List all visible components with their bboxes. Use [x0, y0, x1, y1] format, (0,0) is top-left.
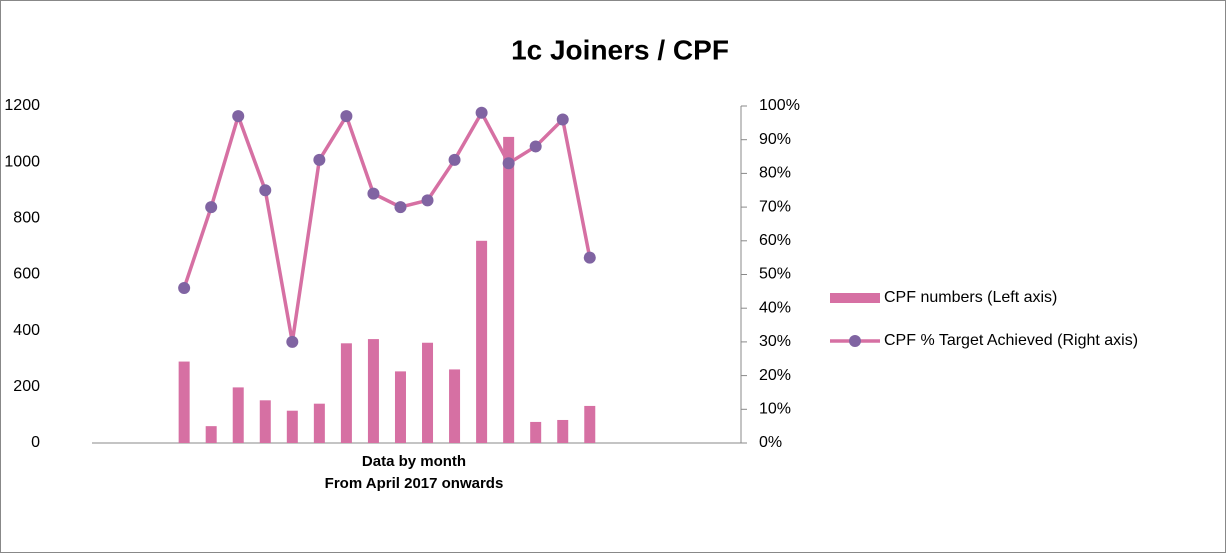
- legend-label: CPF numbers (Left axis): [884, 289, 1057, 306]
- marker: [529, 140, 542, 153]
- bar: [557, 419, 569, 443]
- bar: [394, 371, 406, 443]
- legend-marker: [849, 335, 861, 347]
- line: [182, 110, 592, 344]
- y2-tick-label: 70%: [759, 198, 791, 215]
- y-tick-label: 800: [13, 210, 40, 227]
- y2-tick-label: 30%: [759, 333, 791, 350]
- y-tick-label: 600: [13, 266, 40, 283]
- y2-tick-label: 80%: [759, 165, 791, 182]
- marker: [394, 201, 407, 214]
- marker: [448, 153, 461, 166]
- x-axis-label: From April 2017 onwards: [325, 475, 504, 492]
- y2-tick-label: 10%: [759, 401, 791, 418]
- bar: [476, 240, 488, 443]
- y2-tick-label: 40%: [759, 299, 791, 316]
- bar: [313, 403, 325, 443]
- bar: [232, 387, 244, 443]
- bar: [178, 361, 190, 443]
- y-tick-label: 200: [13, 378, 40, 395]
- marker: [205, 201, 218, 214]
- chart-title: 1c Joiners / CPF: [511, 34, 729, 65]
- marker: [502, 157, 515, 170]
- y2-tick-label: 90%: [759, 131, 791, 148]
- y2-tick-label: 100%: [759, 97, 800, 114]
- marker: [583, 251, 596, 264]
- marker: [475, 106, 488, 119]
- bar: [503, 136, 515, 443]
- y-tick-label: 0: [31, 434, 40, 451]
- bar: [286, 410, 298, 443]
- legend-swatch: [830, 293, 880, 303]
- legend-label: CPF % Target Achieved (Right axis): [884, 332, 1138, 349]
- bar: [530, 421, 542, 443]
- bar: [367, 339, 379, 443]
- bar: [449, 369, 461, 443]
- marker: [556, 113, 569, 126]
- y-tick-label: 400: [13, 322, 40, 339]
- y2-tick-label: 20%: [759, 367, 791, 384]
- y-tick-label: 1000: [4, 153, 40, 170]
- marker: [340, 110, 353, 123]
- bar: [422, 342, 434, 443]
- marker: [259, 184, 272, 197]
- bar: [584, 405, 596, 443]
- marker: [313, 153, 326, 166]
- x-axis-label: Data by month: [362, 453, 466, 470]
- marker: [232, 110, 245, 123]
- y2-tick-label: 50%: [759, 266, 791, 283]
- bar: [259, 400, 271, 443]
- marker: [178, 281, 191, 294]
- y-tick-label: 1200: [4, 97, 40, 114]
- bar: [205, 426, 217, 443]
- bar: [340, 343, 352, 443]
- marker: [367, 187, 380, 200]
- y2-tick-label: 0%: [759, 434, 782, 451]
- marker: [286, 335, 299, 348]
- y2-tick-label: 60%: [759, 232, 791, 249]
- marker: [421, 194, 434, 207]
